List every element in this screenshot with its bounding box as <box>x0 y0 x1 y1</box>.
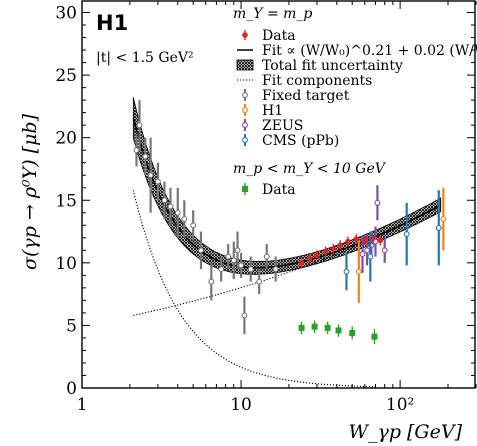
series-cms-ppb-4 <box>343 190 442 291</box>
legend-marker-open <box>242 92 248 98</box>
data-point <box>142 153 149 160</box>
data-point <box>230 257 237 264</box>
legend-marker-open <box>242 122 248 128</box>
data-point <box>133 147 140 154</box>
data-point <box>225 253 232 260</box>
data-point <box>355 268 362 275</box>
legend-label: Fixed target <box>262 88 350 104</box>
legend-marker-open <box>242 107 248 113</box>
data-point <box>403 231 410 238</box>
plot-frame <box>81 0 476 389</box>
data-point <box>330 246 337 252</box>
data-point <box>311 323 318 330</box>
data-point <box>154 178 161 185</box>
legend-label: Fit ∝ (W/W₀)^0.21 + 0.02 (W/W₀)^−1.45 <box>262 43 477 59</box>
data-point <box>314 252 320 259</box>
data-point <box>136 122 143 129</box>
data-point <box>362 237 368 244</box>
data-point <box>272 266 279 273</box>
x-axis-title: W_γp [GeV] <box>348 421 462 443</box>
data-point <box>322 248 329 255</box>
data-point <box>353 236 360 242</box>
legend-marker-open <box>242 137 248 143</box>
legend-heading-elastic: m_Y = m_p <box>233 6 312 22</box>
fit-component-rising <box>133 204 441 316</box>
legend-marker-uncertainty <box>236 59 254 71</box>
data-point <box>190 222 197 229</box>
legend-label: Data <box>262 28 296 44</box>
legend-label: ZEUS <box>262 118 303 134</box>
data-point <box>263 253 270 260</box>
y-tick-label: 20 <box>55 129 77 149</box>
data-point <box>298 260 305 266</box>
legend-marker-pdiss <box>242 186 248 192</box>
data-point <box>367 253 374 260</box>
legend-label: H1 <box>262 103 283 119</box>
x-tick-label: 1 <box>77 395 88 415</box>
y-tick-label: 0 <box>66 379 77 399</box>
x-tick-label: 10² <box>386 395 414 415</box>
x-tick-label: 10 <box>230 395 252 415</box>
legend-label: Total fit uncertainty <box>262 58 403 74</box>
data-point <box>256 278 263 285</box>
experiment-logo: H1 <box>96 11 128 35</box>
data-point <box>335 327 342 334</box>
data-point <box>234 247 241 254</box>
data-point <box>345 238 351 245</box>
data-point <box>374 199 381 206</box>
data-point <box>218 266 225 273</box>
data-point <box>377 237 384 244</box>
y-tick-label: 30 <box>55 4 77 24</box>
legend-marker-data <box>242 32 248 38</box>
data-point <box>174 209 181 216</box>
data-point <box>247 266 254 273</box>
data-point <box>238 262 245 269</box>
t-cut-label: |t| < 1.5 GeV² <box>96 50 194 66</box>
data-points-layer <box>133 100 447 345</box>
legend-label: Fit components <box>262 73 372 89</box>
y-tick-label: 15 <box>55 191 77 211</box>
legend-label: Data <box>262 182 296 198</box>
data-point <box>241 312 248 319</box>
data-point <box>306 256 313 262</box>
data-point <box>343 268 350 275</box>
data-point <box>369 236 376 242</box>
fit-component-falling <box>132 190 376 388</box>
y-axis-title: σ(γp → ρ⁰Y) [μb] <box>19 113 41 270</box>
data-point <box>435 224 442 231</box>
axes: 1 10 10² 0 5 10 15 20 25 30 <box>55 0 477 415</box>
series-data-5 <box>298 320 378 345</box>
data-point <box>359 251 366 258</box>
y-tick-label: 10 <box>55 254 77 274</box>
data-point <box>371 333 378 340</box>
data-point <box>147 172 154 179</box>
series-h1-2 <box>355 187 447 303</box>
data-point <box>349 329 356 336</box>
data-point <box>324 324 331 331</box>
data-point <box>181 216 188 222</box>
series-data-0 <box>298 234 384 268</box>
data-point <box>440 216 447 222</box>
data-point <box>337 242 343 249</box>
legend-label: CMS (pPb) <box>262 133 339 149</box>
data-point <box>364 247 371 254</box>
data-point <box>167 203 174 210</box>
data-point <box>198 247 204 254</box>
data-point <box>161 197 168 204</box>
data-point <box>208 278 215 285</box>
legend-heading-pdiss: m_p < m_Y < 10 GeV <box>233 161 387 177</box>
series-fixed-target-1 <box>133 100 279 335</box>
data-point <box>298 324 305 331</box>
y-tick-label: 25 <box>55 66 77 86</box>
data-point <box>381 247 388 254</box>
y-tick-label: 5 <box>66 316 77 336</box>
